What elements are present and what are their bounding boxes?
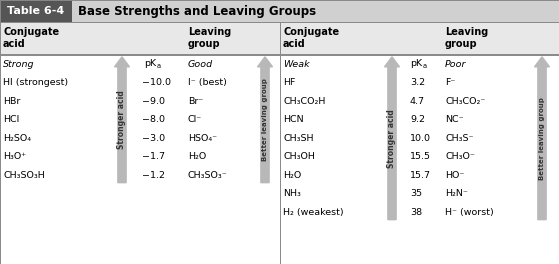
Text: F⁻: F⁻ — [445, 78, 456, 87]
Bar — [0, 0, 72, 22]
Text: HCl: HCl — [3, 115, 19, 124]
Text: Stronger acid: Stronger acid — [117, 90, 126, 149]
Bar — [0, 0, 559, 22]
Text: H₂O: H₂O — [283, 171, 301, 180]
FancyArrow shape — [115, 57, 130, 183]
Text: −9.0: −9.0 — [142, 97, 165, 106]
Text: Table 6-4: Table 6-4 — [7, 6, 65, 16]
Text: CH₃SO₃H: CH₃SO₃H — [3, 171, 45, 180]
Text: CH₃SH: CH₃SH — [283, 134, 314, 143]
Text: 38: 38 — [410, 208, 422, 217]
Text: HSO₄⁻: HSO₄⁻ — [188, 134, 217, 143]
Text: Leaving
group: Leaving group — [188, 27, 231, 49]
Text: 35: 35 — [410, 189, 422, 198]
Text: CH₃SO₃⁻: CH₃SO₃⁻ — [188, 171, 228, 180]
Text: −1.7: −1.7 — [142, 152, 165, 161]
Text: HBr: HBr — [3, 97, 20, 106]
Text: Good: Good — [188, 60, 213, 69]
Text: Cl⁻: Cl⁻ — [188, 115, 202, 124]
Text: CH₃CO₂⁻: CH₃CO₂⁻ — [445, 97, 485, 106]
Text: HO⁻: HO⁻ — [445, 171, 465, 180]
Text: a: a — [423, 63, 427, 69]
Text: Strong: Strong — [3, 60, 35, 69]
FancyArrow shape — [258, 57, 272, 183]
Text: a: a — [157, 63, 161, 69]
Text: Br⁻: Br⁻ — [188, 97, 203, 106]
Text: Conjugate
acid: Conjugate acid — [3, 27, 59, 49]
Text: 15.5: 15.5 — [410, 152, 431, 161]
Text: HF: HF — [283, 78, 295, 87]
Text: Weak: Weak — [283, 60, 310, 69]
Text: NH₃: NH₃ — [283, 189, 301, 198]
Text: Better leaving group: Better leaving group — [539, 97, 545, 180]
Bar — [0, 22, 559, 54]
Text: H₂ (weakest): H₂ (weakest) — [283, 208, 344, 217]
Text: pK: pK — [144, 59, 156, 68]
Text: H₂N⁻: H₂N⁻ — [445, 189, 468, 198]
Text: H⁻ (worst): H⁻ (worst) — [445, 208, 494, 217]
FancyArrow shape — [385, 57, 400, 220]
FancyArrow shape — [534, 57, 549, 220]
Text: H₂O: H₂O — [188, 152, 206, 161]
Text: 15.7: 15.7 — [410, 171, 431, 180]
Text: 10.0: 10.0 — [410, 134, 431, 143]
Text: CH₃CO₂H: CH₃CO₂H — [283, 97, 325, 106]
Text: pK: pK — [410, 59, 422, 68]
Text: −8.0: −8.0 — [142, 115, 165, 124]
Text: 9.2: 9.2 — [410, 115, 425, 124]
Text: Conjugate
acid: Conjugate acid — [283, 27, 339, 49]
Text: 3.2: 3.2 — [410, 78, 425, 87]
Text: NC⁻: NC⁻ — [445, 115, 463, 124]
Text: Leaving
group: Leaving group — [445, 27, 488, 49]
Text: −3.0: −3.0 — [142, 134, 165, 143]
Text: −1.2: −1.2 — [142, 171, 165, 180]
Text: H₃O⁺: H₃O⁺ — [3, 152, 26, 161]
Text: −10.0: −10.0 — [142, 78, 171, 87]
Text: Better leaving group: Better leaving group — [262, 78, 268, 161]
Text: I⁻ (best): I⁻ (best) — [188, 78, 227, 87]
Text: Stronger acid: Stronger acid — [387, 109, 396, 168]
Text: CH₃O⁻: CH₃O⁻ — [445, 152, 475, 161]
Text: 4.7: 4.7 — [410, 97, 425, 106]
Text: Poor: Poor — [445, 60, 466, 69]
Text: HCN: HCN — [283, 115, 304, 124]
Text: Base Strengths and Leaving Groups: Base Strengths and Leaving Groups — [78, 4, 316, 17]
Text: H₂SO₄: H₂SO₄ — [3, 134, 31, 143]
Text: HI (strongest): HI (strongest) — [3, 78, 68, 87]
Text: CH₃S⁻: CH₃S⁻ — [445, 134, 473, 143]
Text: CH₃OH: CH₃OH — [283, 152, 315, 161]
